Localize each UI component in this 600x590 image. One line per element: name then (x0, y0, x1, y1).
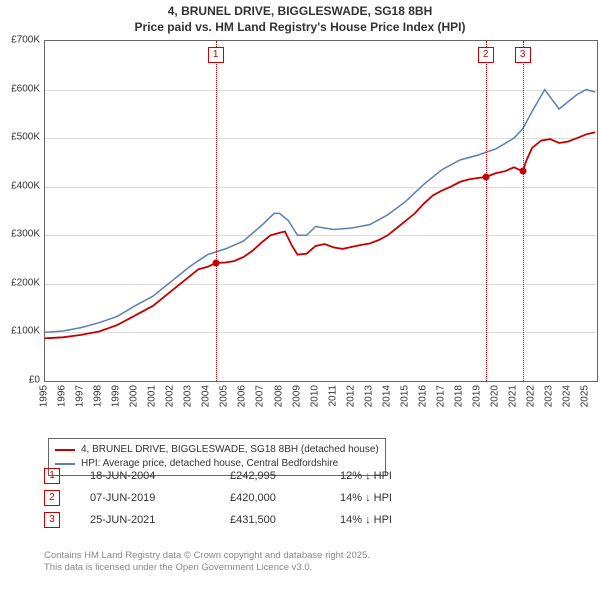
x-tick-label: 2016 (417, 385, 428, 407)
sales-idx: 1 (44, 468, 60, 484)
y-tick-label: £300K (4, 229, 40, 240)
y-tick-label: £100K (4, 326, 40, 337)
x-tick-label: 2004 (201, 385, 212, 407)
x-tick-label: 2010 (309, 385, 320, 407)
y-gridline (45, 90, 597, 91)
sales-price: £420,000 (230, 492, 340, 504)
sales-date: 18-JUN-2004 (90, 470, 230, 482)
y-gridline (45, 284, 597, 285)
title-block: 4, BRUNEL DRIVE, BIGGLESWADE, SG18 8BH P… (0, 0, 600, 35)
sales-date: 07-JUN-2019 (90, 492, 230, 504)
legend-label: 4, BRUNEL DRIVE, BIGGLESWADE, SG18 8BH (… (81, 443, 379, 457)
y-gridline (45, 235, 597, 236)
sales-idx: 2 (44, 490, 60, 506)
sale-index-box: 1 (208, 47, 224, 63)
x-tick-label: 2020 (489, 385, 500, 407)
y-tick-label: £500K (4, 132, 40, 143)
x-tick-label: 2022 (526, 385, 537, 407)
x-tick-label: 2018 (453, 385, 464, 407)
sale-vline (486, 41, 487, 381)
footer-line-1: Contains HM Land Registry data © Crown c… (44, 550, 370, 562)
x-tick-label: 2024 (562, 385, 573, 407)
x-tick-label: 2007 (255, 385, 266, 407)
footer-line-2: This data is licensed under the Open Gov… (44, 562, 370, 574)
sale-vline (216, 41, 217, 381)
sales-row: 2 07-JUN-2019£420,00014% ↓ HPI (44, 487, 440, 509)
x-tick-label: 2002 (165, 385, 176, 407)
x-tick-label: 2023 (544, 385, 555, 407)
plot-area: 1 2 3 (44, 40, 598, 382)
x-tick-label: 2008 (273, 385, 284, 407)
sales-price: £242,995 (230, 470, 340, 482)
title-line-1: 4, BRUNEL DRIVE, BIGGLESWADE, SG18 8BH (0, 4, 600, 20)
chart-container: 4, BRUNEL DRIVE, BIGGLESWADE, SG18 8BH P… (0, 0, 600, 590)
x-tick-label: 2009 (291, 385, 302, 407)
x-tick-label: 2005 (219, 385, 230, 407)
sales-idx: 3 (44, 512, 60, 528)
title-line-2: Price paid vs. HM Land Registry's House … (0, 20, 600, 36)
x-tick-label: 2025 (580, 385, 591, 407)
x-tick-label: 2019 (471, 385, 482, 407)
sales-row: 3 25-JUN-2021£431,50014% ↓ HPI (44, 509, 440, 531)
y-tick-label: £200K (4, 277, 40, 288)
y-gridline (45, 138, 597, 139)
sales-table: 1 18-JUN-2004£242,99512% ↓ HPI 2 07-JUN-201… (44, 465, 440, 531)
sale-index-box: 3 (515, 47, 531, 63)
sales-price: £431,500 (230, 514, 340, 526)
chart-area: 123 4, BRUNEL DRIVE, BIGGLESWADE, SG18 8… (4, 40, 596, 435)
sales-row: 1 18-JUN-2004£242,99512% ↓ HPI (44, 465, 440, 487)
x-tick-label: 2013 (363, 385, 374, 407)
x-tick-label: 2003 (183, 385, 194, 407)
sale-dot (212, 259, 219, 266)
x-tick-label: 1997 (75, 385, 86, 407)
series-svg (45, 41, 597, 381)
legend-row: 4, BRUNEL DRIVE, BIGGLESWADE, SG18 8BH (… (55, 443, 379, 457)
sales-delta: 12% ↓ HPI (340, 470, 440, 482)
y-gridline (45, 332, 597, 333)
x-tick-label: 1999 (111, 385, 122, 407)
x-tick-label: 2011 (327, 385, 338, 407)
x-tick-label: 2021 (508, 385, 519, 407)
x-tick-label: 1998 (93, 385, 104, 407)
sale-index-box: 2 (478, 47, 494, 63)
y-tick-label: £0 (4, 375, 40, 386)
x-tick-label: 2001 (147, 385, 158, 407)
y-gridline (45, 187, 597, 188)
x-tick-label: 1996 (57, 385, 68, 407)
y-tick-label: £700K (4, 35, 40, 46)
x-tick-label: 2017 (435, 385, 446, 407)
y-tick-label: £600K (4, 83, 40, 94)
sales-delta: 14% ↓ HPI (340, 514, 440, 526)
x-tick-label: 2014 (381, 385, 392, 407)
y-tick-label: £400K (4, 180, 40, 191)
sale-vline (523, 41, 524, 381)
sales-delta: 14% ↓ HPI (340, 492, 440, 504)
x-tick-label: 2000 (129, 385, 140, 407)
sales-date: 25-JUN-2021 (90, 514, 230, 526)
x-tick-label: 1995 (39, 385, 50, 407)
series-line (45, 90, 595, 333)
sale-dot (519, 168, 526, 175)
x-tick-label: 2012 (345, 385, 356, 407)
footer-note: Contains HM Land Registry data © Crown c… (44, 550, 370, 575)
x-tick-label: 2015 (399, 385, 410, 407)
x-tick-label: 2006 (237, 385, 248, 407)
sale-dot (482, 174, 489, 181)
legend-swatch (55, 449, 75, 451)
